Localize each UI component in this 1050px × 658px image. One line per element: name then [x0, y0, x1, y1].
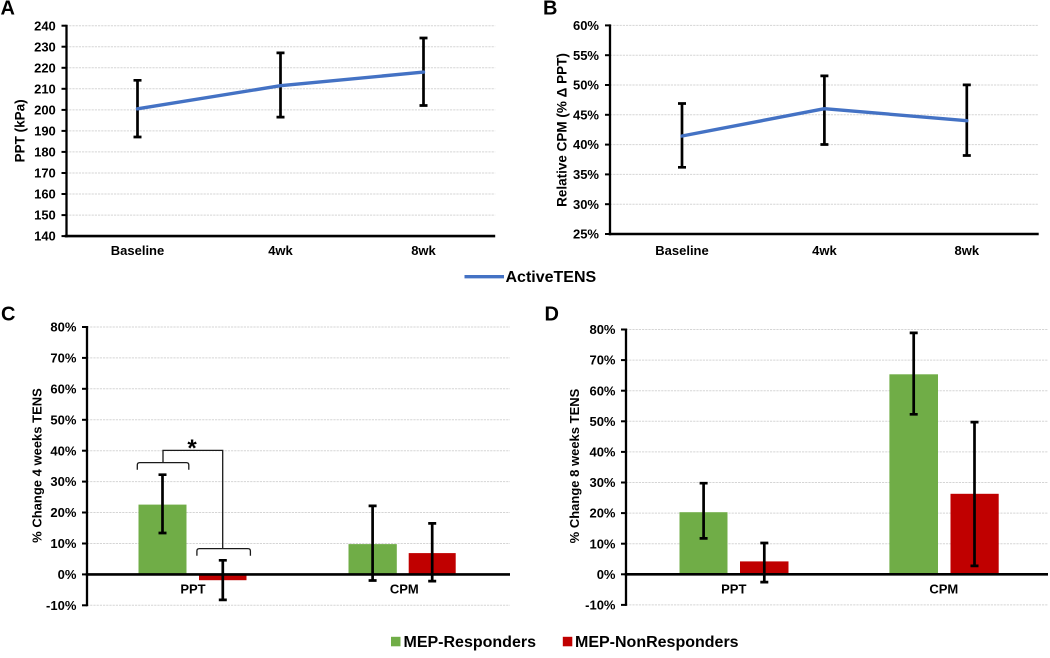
- svg-text:MEP-Responders: MEP-Responders: [404, 634, 537, 651]
- svg-text:20%: 20%: [50, 505, 76, 520]
- svg-text:8wk: 8wk: [411, 243, 436, 258]
- svg-text:35%: 35%: [573, 167, 599, 182]
- svg-text:140: 140: [34, 229, 56, 244]
- svg-text:CPM: CPM: [390, 582, 419, 597]
- svg-text:190: 190: [34, 124, 56, 139]
- svg-text:4wk: 4wk: [268, 243, 293, 258]
- svg-text:-10%: -10%: [46, 598, 77, 613]
- svg-text:50%: 50%: [589, 414, 615, 429]
- svg-text:30%: 30%: [573, 197, 599, 212]
- svg-text:50%: 50%: [50, 412, 76, 427]
- svg-text:10%: 10%: [50, 536, 76, 551]
- svg-text:10%: 10%: [589, 536, 615, 551]
- svg-text:80%: 80%: [50, 320, 76, 335]
- svg-text:30%: 30%: [50, 474, 76, 489]
- svg-text:60%: 60%: [50, 381, 76, 396]
- svg-text:D: D: [545, 304, 559, 326]
- svg-text:50%: 50%: [573, 78, 599, 93]
- svg-text:160: 160: [34, 187, 56, 202]
- svg-text:-10%: -10%: [585, 598, 616, 613]
- svg-text:55%: 55%: [573, 48, 599, 63]
- svg-text:240: 240: [34, 18, 56, 33]
- svg-text:ActiveTENS: ActiveTENS: [506, 269, 597, 286]
- svg-text:200: 200: [34, 103, 56, 118]
- svg-text:% Change 8 weeks TENS: % Change 8 weeks TENS: [567, 388, 582, 543]
- svg-text:60%: 60%: [573, 18, 599, 33]
- svg-text:40%: 40%: [589, 445, 615, 460]
- svg-text:0%: 0%: [58, 567, 77, 582]
- svg-text:45%: 45%: [573, 107, 599, 122]
- svg-text:PPT: PPT: [180, 582, 205, 597]
- svg-text:PPT (kPa): PPT (kPa): [13, 99, 28, 162]
- svg-text:0%: 0%: [597, 567, 616, 582]
- svg-text:Relative CPM (% Δ PPT): Relative CPM (% Δ PPT): [555, 53, 570, 207]
- svg-text:80%: 80%: [589, 322, 615, 337]
- svg-text:A: A: [1, 0, 15, 20]
- svg-text:*: *: [187, 435, 197, 462]
- svg-text:210: 210: [34, 81, 56, 96]
- svg-text:25%: 25%: [573, 227, 599, 242]
- svg-text:% Change 4 weeks TENS: % Change 4 weeks TENS: [30, 388, 45, 543]
- svg-text:PPT: PPT: [721, 582, 746, 597]
- svg-text:C: C: [1, 304, 15, 326]
- svg-text:170: 170: [34, 166, 56, 181]
- svg-text:20%: 20%: [589, 506, 615, 521]
- svg-text:30%: 30%: [589, 475, 615, 490]
- svg-text:Baseline: Baseline: [111, 243, 164, 258]
- svg-text:40%: 40%: [50, 443, 76, 458]
- svg-text:220: 220: [34, 60, 56, 75]
- svg-text:150: 150: [34, 208, 56, 223]
- svg-text:40%: 40%: [573, 137, 599, 152]
- svg-text:MEP-NonResponders: MEP-NonResponders: [575, 634, 739, 651]
- svg-text:8wk: 8wk: [955, 243, 980, 258]
- svg-text:CPM: CPM: [929, 582, 958, 597]
- svg-text:4wk: 4wk: [812, 243, 837, 258]
- svg-text:Baseline: Baseline: [655, 243, 708, 258]
- svg-text:180: 180: [34, 145, 56, 160]
- svg-text:230: 230: [34, 39, 56, 54]
- svg-text:60%: 60%: [589, 383, 615, 398]
- svg-text:B: B: [543, 0, 557, 20]
- svg-text:70%: 70%: [589, 353, 615, 368]
- svg-text:70%: 70%: [50, 351, 76, 366]
